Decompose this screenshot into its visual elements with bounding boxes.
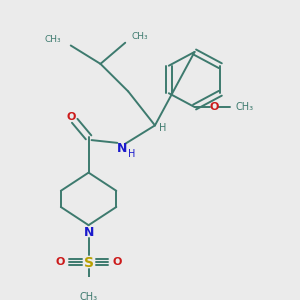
Text: N: N <box>83 226 94 239</box>
Text: N: N <box>117 142 128 155</box>
Text: H: H <box>128 149 136 159</box>
Text: CH₃: CH₃ <box>44 34 61 43</box>
Text: CH₃: CH₃ <box>80 292 98 300</box>
Text: O: O <box>112 257 122 267</box>
Text: O: O <box>210 102 219 112</box>
Text: CH₃: CH₃ <box>131 32 148 41</box>
Text: O: O <box>55 257 64 267</box>
Text: S: S <box>84 256 94 270</box>
Text: H: H <box>159 123 167 133</box>
Text: CH₃: CH₃ <box>235 102 253 112</box>
Text: O: O <box>66 112 75 122</box>
